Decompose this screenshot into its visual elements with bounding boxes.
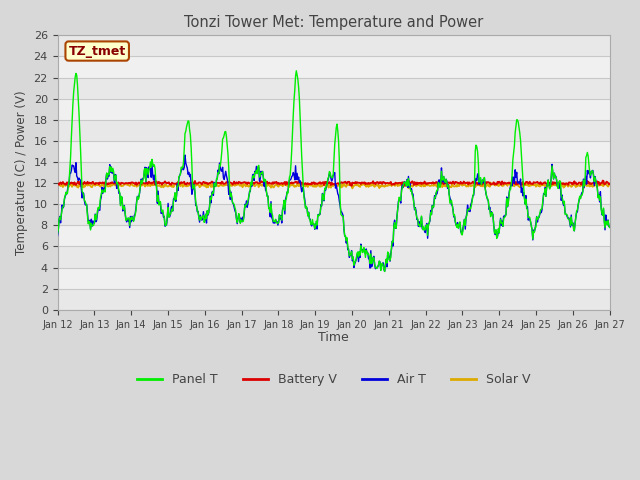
X-axis label: Time: Time: [318, 331, 349, 344]
Bar: [58, 78, 610, 99]
Bar: [58, 162, 610, 183]
Bar: [58, 246, 610, 267]
Bar: [58, 288, 610, 310]
Legend: Panel T, Battery V, Air T, Solar V: Panel T, Battery V, Air T, Solar V: [132, 368, 535, 391]
Bar: [58, 204, 610, 225]
Title: Tonzi Tower Met: Temperature and Power: Tonzi Tower Met: Temperature and Power: [184, 15, 483, 30]
Bar: [58, 120, 610, 141]
Y-axis label: Temperature (C) / Power (V): Temperature (C) / Power (V): [15, 90, 28, 255]
Bar: [58, 36, 610, 57]
Text: TZ_tmet: TZ_tmet: [68, 45, 126, 58]
